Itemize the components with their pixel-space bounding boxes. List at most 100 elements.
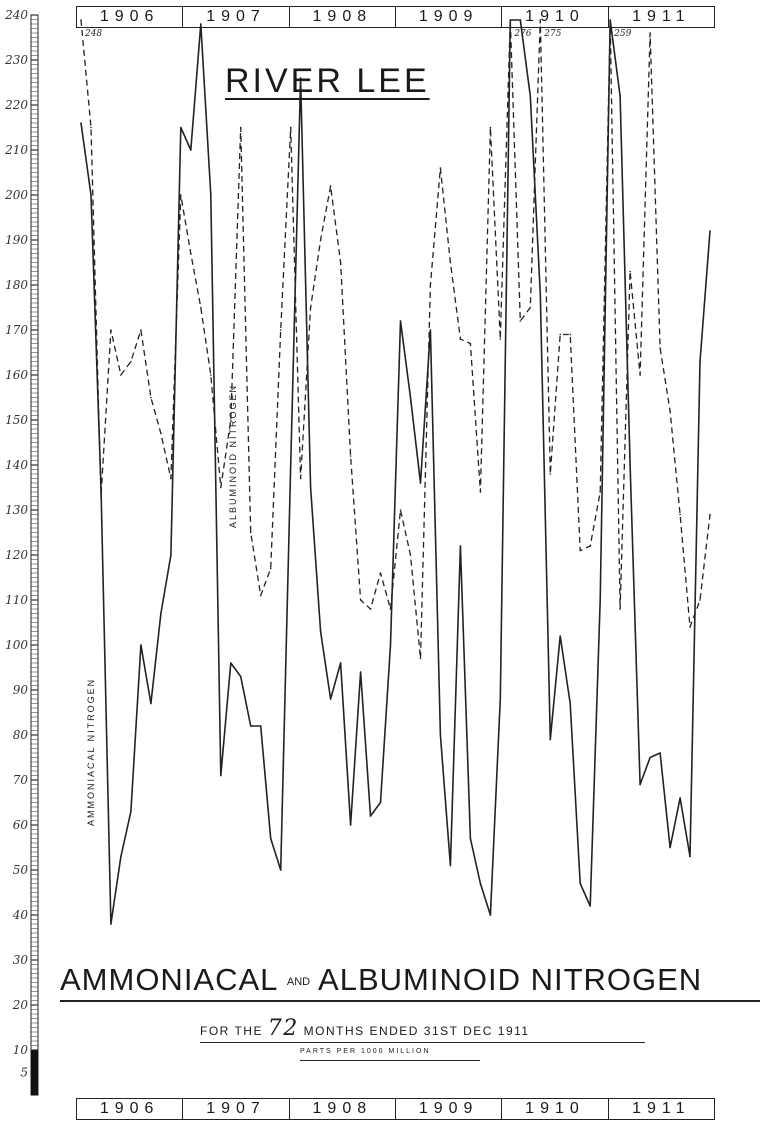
ammoniacal-line-point [339,662,342,664]
year-label: 1908 [290,1099,396,1119]
albuminoid-line-point [609,19,611,21]
albuminoid-line-point [639,374,641,376]
ammoniacal-line-point [269,837,272,840]
albuminoid-line-point [309,306,312,309]
albuminoid-line-point [659,347,661,349]
albuminoid-line-point [709,513,711,516]
ammoniacal-line-point [519,19,522,21]
ammoniacal-line-point [629,464,631,466]
ammoniacal-line-point [569,702,571,705]
ammoniacal-line-point [120,855,122,858]
year-label: 1910 [502,7,609,27]
peak-label: 275 [543,29,561,39]
ammoniacal-line-point [379,801,382,804]
albuminoid-line-point [130,360,132,363]
albuminoid-line-point [279,329,282,331]
albuminoid-line-point [509,19,512,21]
year-label: 1911 [632,8,691,25]
ammoniacal-line-point [599,599,601,601]
year-label: 1911 [632,1100,691,1117]
ammoniacal-line-point [549,738,552,741]
year-label: 1910 [502,1099,609,1119]
albuminoid-line-point [549,473,552,475]
subtitle-ammoniacal: AMMONIACAL [60,962,278,997]
ammoniacal-line-point [489,914,492,916]
subtitle-and: AND [286,975,311,988]
y-tick-label: 160 [5,368,28,382]
albuminoid-line-point [110,329,112,331]
albuminoid-line-point [689,626,691,628]
year-label: 1908 [290,7,396,27]
albuminoid-line-point [220,486,222,489]
units-underline [300,1060,480,1061]
albuminoid-line-point [359,599,362,601]
year-label: 1906 [77,1099,184,1119]
ammoniacal-line-point [429,329,432,331]
ammoniacal-line-point [689,855,691,858]
period-prefix: FOR THE [200,1024,263,1038]
albuminoid-line-point [239,126,242,129]
period-caption: FOR THE 72 MONTHS ENDED 31ST DEC 1911 [200,1016,530,1041]
albuminoid-line-point [100,495,102,498]
peak-label: 276 [513,29,531,39]
ammoniacal-line-point [180,126,182,129]
albuminoid-line-point [559,333,561,336]
chart-subtitle: AMMONIACAL AND ALBUMINOID NITROGEN [60,962,702,998]
ammoniacal-line-point [649,756,651,759]
albuminoid-line-point [259,594,262,597]
albuminoid-line-point [579,549,581,552]
ammoniacal-line-point [399,320,402,322]
year-label: 1906 [77,7,184,27]
albuminoid-line-point [479,491,482,493]
y-tick-label: 190 [5,233,28,247]
year-label: 1907 [183,1099,290,1119]
y-scale-ruler: 5 10 20 30 40 50 60 70 80 90 100 110 120 130 140 150 160… [4,8,39,1096]
ammoniacal-line-point [679,797,681,799]
albuminoid-line-point [319,239,322,241]
ammoniacal-line-point [499,698,502,700]
albuminoid-line-point [160,432,162,435]
ammoniacal-line-point [389,644,392,646]
albuminoid-line-point [439,167,442,169]
y-tick-label: 100 [5,638,28,652]
ammoniacal-line-point [130,810,132,813]
y-tick-label: 240 [4,8,28,22]
albuminoid-line-point [499,338,502,340]
ammoniacal-line-point [579,882,581,885]
y-tick-label: 70 [13,773,29,787]
albuminoid-line-point [399,509,402,511]
y-tick-label: 130 [5,503,28,517]
ammoniacal-line-point [309,486,312,489]
y-tick-label: 5 [20,1066,28,1080]
albuminoid-line-point [339,261,342,264]
ammoniacal-line-point [150,702,152,705]
ammoniacal-line-point [299,77,302,79]
y-tick-label: 50 [13,863,29,877]
ammoniacal-line-point [359,671,362,673]
ammoniacal-line-point [200,23,202,25]
albuminoid-line-point [180,194,182,196]
albuminoid-line-point [679,513,681,516]
albuminoid-line [80,19,711,660]
ammoniacal-line-point [409,396,412,399]
albuminoid-line-point [409,554,412,556]
ammoniacal-series [80,19,711,925]
units-caption: PARTS PER 1000 MILLION [300,1048,431,1055]
ammoniacal-line-point [439,734,442,736]
albuminoid-line-point [150,396,152,399]
y-tick-label: 10 [13,1043,29,1057]
subtitle-underline [60,1000,760,1002]
albuminoid-line-point [249,531,252,534]
albuminoid-line-point [649,32,651,34]
albuminoid-series-label: ALBUMINOID NITROGEN [228,383,238,528]
albuminoid-line-point [419,657,422,660]
y-tick-label: 140 [5,458,28,472]
albuminoid-line-point [389,608,392,610]
chart-title: RIVER LEE [225,62,430,100]
albuminoid-line-point [120,374,122,376]
ammoniacal-line-point [110,923,112,925]
ammoniacal-line-point [619,95,621,97]
ammoniacal-line-point [369,815,372,817]
albuminoid-line-point [210,374,212,376]
